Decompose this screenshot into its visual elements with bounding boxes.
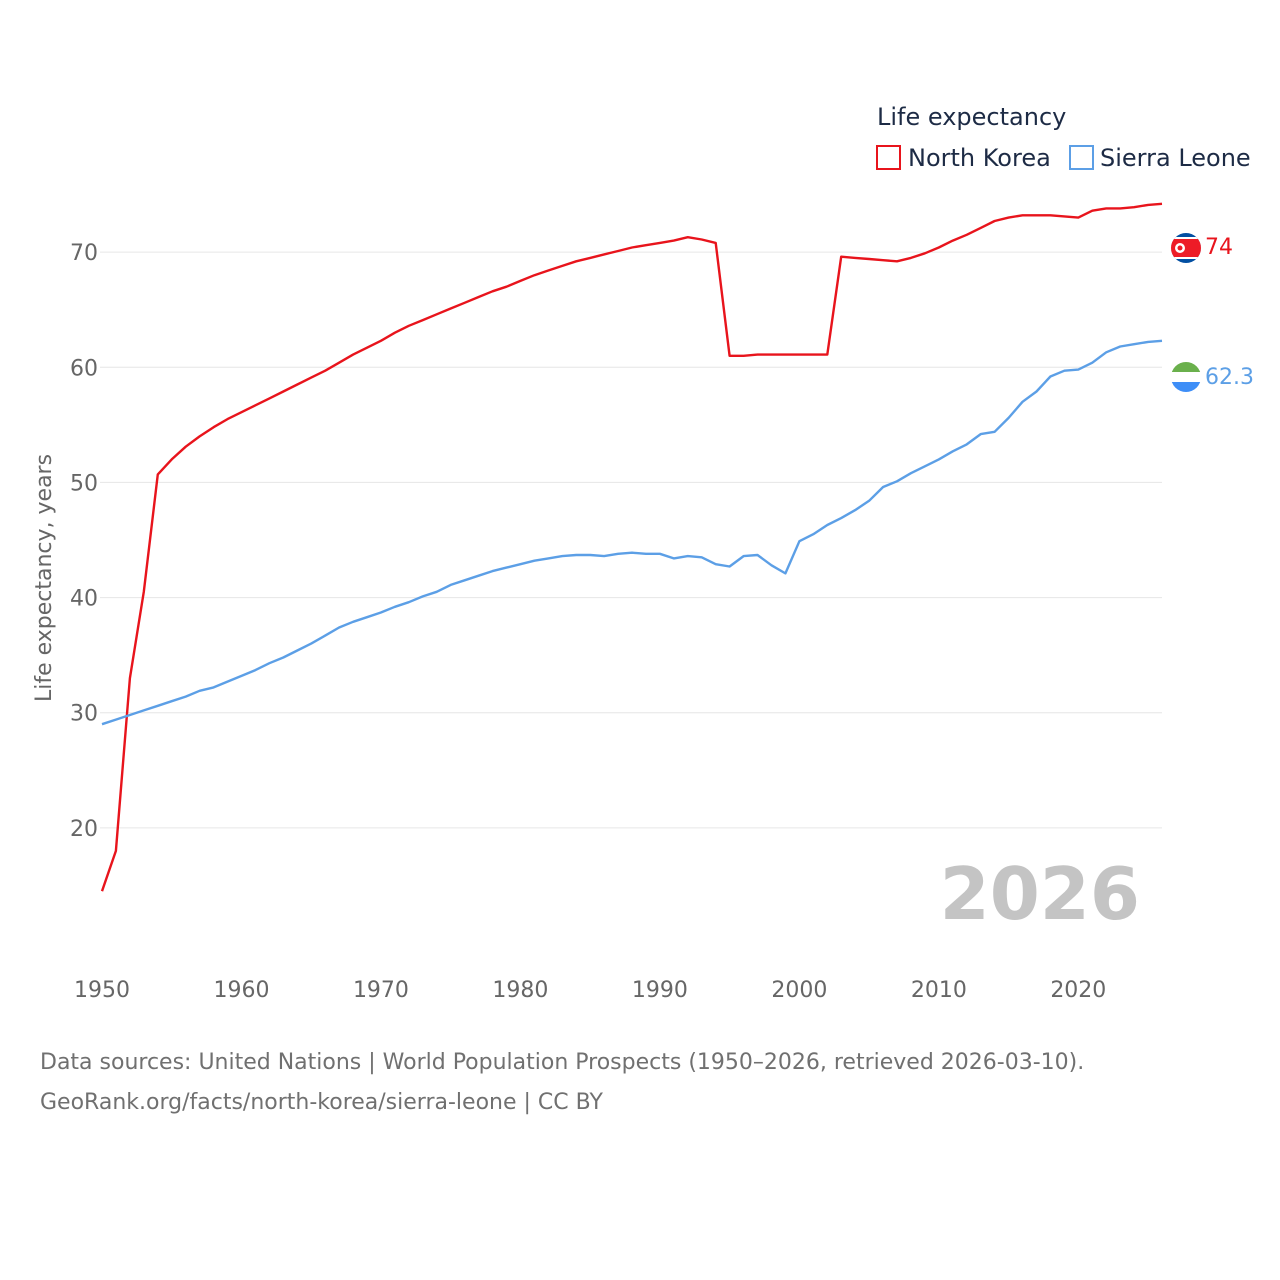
y-tick-label: 40 — [70, 587, 98, 612]
x-tick-label: 1960 — [213, 978, 269, 1003]
y-tick-label: 20 — [70, 817, 98, 842]
y-tick-label: 50 — [70, 471, 98, 496]
attribution-link[interactable]: GeoRank.org/facts/north-korea/sierra-leo… — [40, 1090, 603, 1115]
legend-title: Life expectancy — [877, 103, 1066, 131]
x-tick-label: 2020 — [1050, 978, 1106, 1003]
legend-item-sierra-leone[interactable]: Sierra Leone — [1069, 144, 1251, 172]
end-label-sierra-leone: 62.3 — [1205, 365, 1254, 390]
legend-label-sierra-leone: Sierra Leone — [1100, 144, 1251, 172]
y-axis-ticks: 20 30 40 50 60 70 — [70, 241, 98, 842]
y-tick-label: 70 — [70, 241, 98, 266]
x-tick-label: 2010 — [911, 978, 967, 1003]
data-sources-note: Data sources: United Nations | World Pop… — [40, 1050, 1085, 1075]
x-tick-label: 1980 — [492, 978, 548, 1003]
gridlines — [100, 251, 1162, 829]
sierra-leone-flag-icon — [1171, 362, 1201, 392]
series-line-sierra-leone — [101, 339, 1163, 726]
end-label-north-korea: 74 — [1205, 235, 1233, 260]
series-line-north-korea — [100, 202, 1163, 892]
x-tick-label: 2000 — [771, 978, 827, 1003]
footer: Data sources: United Nations | World Pop… — [40, 1043, 1240, 1123]
legend-item-north-korea[interactable]: North Korea — [876, 144, 1051, 172]
y-tick-label: 30 — [70, 702, 98, 727]
y-axis-title: Life expectancy, years — [32, 454, 57, 702]
year-watermark: 2026 — [940, 852, 1140, 936]
legend-label-north-korea: North Korea — [908, 144, 1051, 172]
legend-swatch-sierra-leone — [1069, 145, 1094, 170]
x-tick-label: 1970 — [353, 978, 409, 1003]
y-tick-label: 60 — [70, 356, 98, 381]
north-korea-flag-icon — [1171, 233, 1201, 263]
x-tick-label: 1990 — [632, 978, 688, 1003]
x-axis-ticks: 1950 1960 1970 1980 1990 2000 2010 2020 — [74, 978, 1106, 1003]
legend-swatch-north-korea — [876, 145, 901, 170]
x-tick-label: 1950 — [74, 978, 130, 1003]
life-expectancy-chart: Life expectancy North Korea Sierra Leone… — [32, 103, 1254, 1003]
